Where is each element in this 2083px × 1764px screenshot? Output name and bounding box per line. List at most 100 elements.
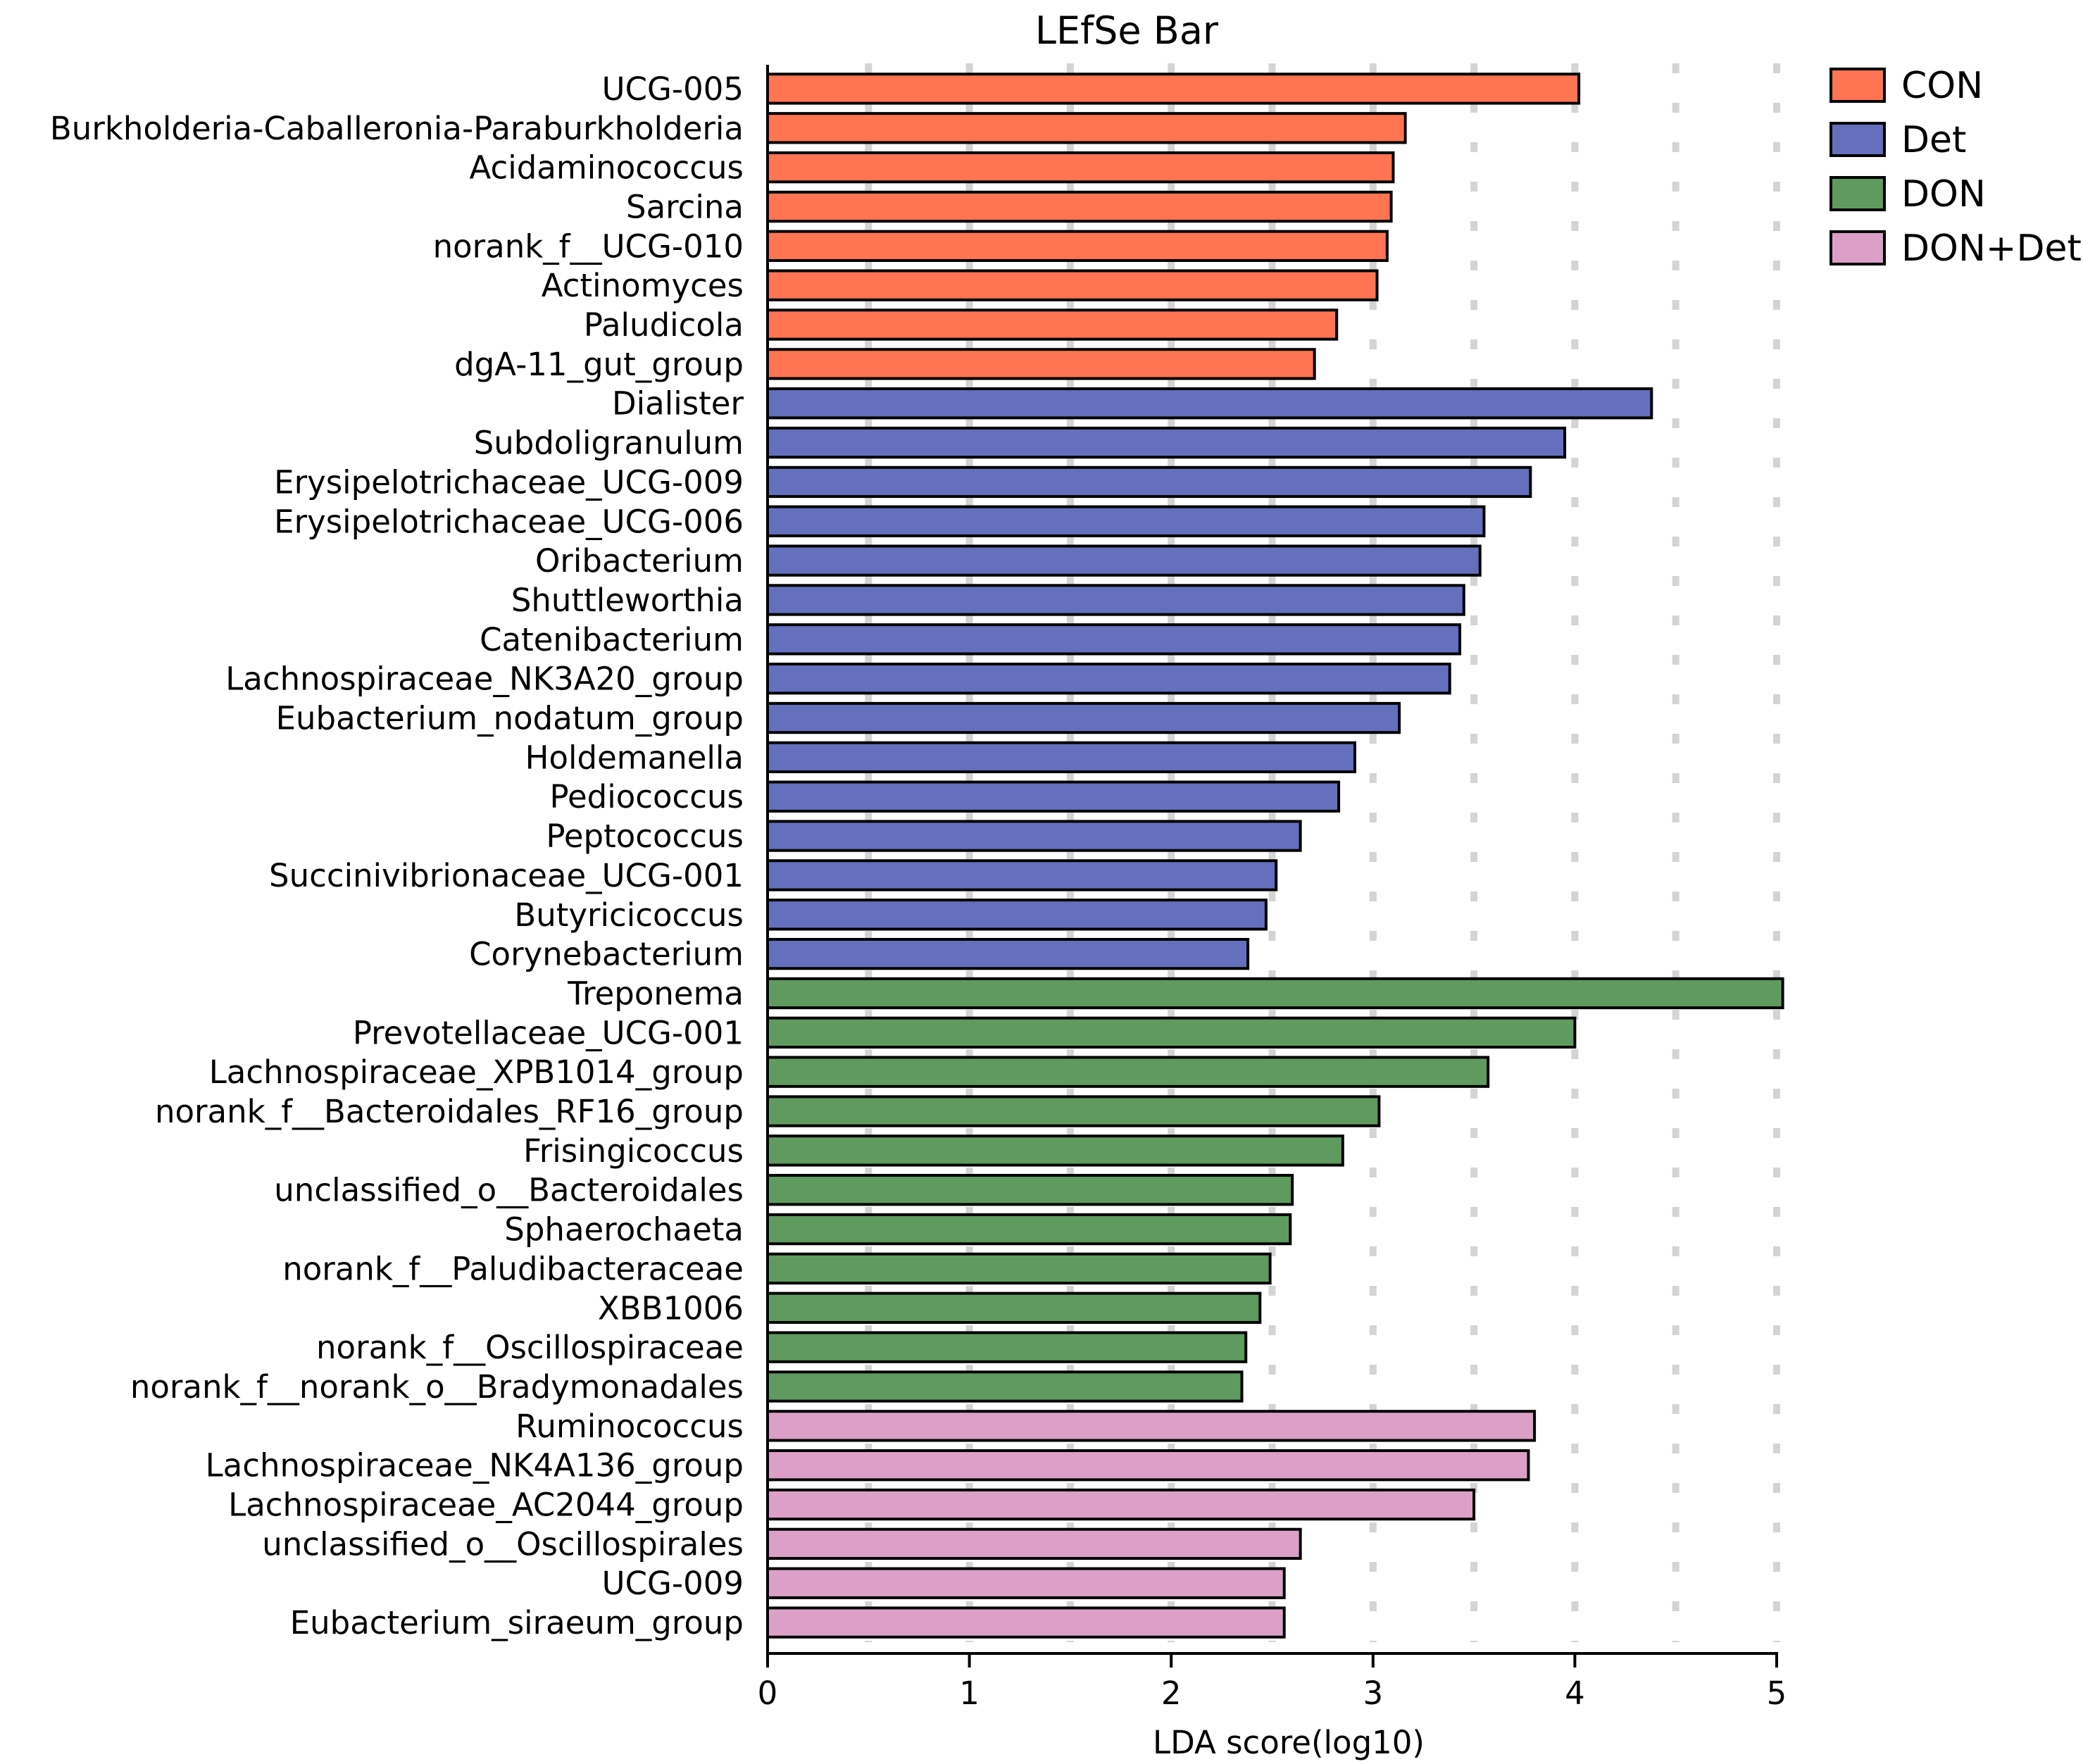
category-label: Acidaminococcus [470, 149, 744, 187]
x-tick-label: 2 [1161, 1675, 1182, 1712]
category-label: Paludicola [584, 306, 744, 344]
category-label: Holdemanella [525, 739, 744, 776]
bar [766, 387, 1653, 420]
x-axis-title: LDA score(log10) [1153, 1724, 1425, 1761]
bar [766, 820, 1302, 852]
bar [766, 1449, 1530, 1482]
bar [766, 426, 1567, 459]
category-label: Actinomyces [542, 267, 744, 304]
category-label: norank_f__Oscillospiraceae [316, 1329, 744, 1366]
category-label: Eubacterium_siraeum_group [290, 1604, 744, 1641]
category-label: norank_f__Bacteroidales_RF16_group [155, 1093, 744, 1130]
bar [766, 348, 1316, 380]
category-label: Corynebacterium [469, 936, 744, 973]
x-tick-label: 0 [758, 1675, 778, 1712]
bar [766, 1527, 1302, 1560]
category-label: Succinivibrionaceae_UCG-001 [269, 857, 744, 894]
category-label: Treponema [567, 975, 744, 1012]
x-tick-label: 5 [1767, 1675, 1787, 1712]
bar [766, 544, 1482, 577]
bar [766, 1134, 1344, 1167]
bar [766, 1016, 1577, 1049]
x-tick-label: 4 [1565, 1675, 1585, 1712]
bar [766, 780, 1341, 813]
category-label: Subdoligranulum [474, 425, 744, 462]
category-label: Butyricicoccus [514, 896, 744, 934]
bar [766, 584, 1465, 616]
category-label: Sarcina [626, 188, 744, 225]
bar [766, 269, 1379, 301]
chart-title: LEfSe Bar [1035, 8, 1219, 53]
bar [766, 112, 1407, 144]
category-label: Lachnospiraceae_XPB1014_group [209, 1053, 744, 1091]
x-axis-ticks: 0 1 2 3 4 5 [758, 1653, 1787, 1712]
bar [766, 977, 1784, 1010]
category-label: Erysipelotrichaceae_UCG-009 [274, 463, 744, 501]
bar [766, 859, 1278, 892]
x-tick-label: 1 [959, 1675, 980, 1712]
category-label: Lachnospiraceae_NK3A20_group [225, 661, 744, 698]
bar [766, 1488, 1476, 1521]
category-label: Sphaerochaeta [504, 1211, 744, 1249]
bar [766, 663, 1451, 695]
legend-label: DON [1901, 173, 1986, 215]
bar [766, 1252, 1272, 1285]
legend-swatch [1829, 68, 1886, 103]
bar [766, 701, 1401, 734]
bar [766, 899, 1268, 931]
legend-swatch [1829, 176, 1886, 211]
legend-label: DON+Det [1901, 227, 2082, 270]
category-label: Ruminococcus [515, 1408, 744, 1445]
bar [766, 1370, 1244, 1403]
bar [766, 505, 1486, 537]
category-label: Prevotellaceae_UCG-001 [353, 1014, 744, 1051]
bar [766, 190, 1393, 223]
bar [766, 1095, 1381, 1127]
bar [766, 623, 1462, 656]
category-label: XBB1006 [598, 1289, 744, 1327]
category-label: norank_f__Paludibacteraceae [282, 1250, 744, 1287]
x-tick-label: 3 [1363, 1675, 1383, 1712]
category-label: UCG-009 [602, 1565, 744, 1602]
category-label: Pediococcus [549, 778, 744, 815]
legend-swatch [1829, 230, 1886, 265]
bar [766, 230, 1389, 262]
bar [766, 1567, 1286, 1599]
category-label: Dialister [612, 385, 744, 423]
category-label: Catenibacterium [480, 621, 744, 658]
bar [766, 308, 1339, 341]
category-labels: UCG-005Burkholderia-Caballeronia-Parabur… [50, 70, 744, 1641]
category-label: unclassified_o__Bacteroidales [274, 1172, 744, 1209]
bar [766, 73, 1581, 105]
category-label: unclassified_o__Oscillospirales [262, 1525, 744, 1563]
legend-label: Det [1901, 119, 1966, 161]
legend-label: CON [1901, 65, 1983, 107]
bar [766, 1174, 1294, 1206]
category-label: Lachnospiraceae_AC2044_group [228, 1487, 744, 1524]
bar [766, 151, 1395, 184]
bar [766, 1291, 1262, 1324]
category-label: Lachnospiraceae_NK4A136_group [206, 1447, 744, 1484]
category-label: Eubacterium_nodatum_group [276, 700, 744, 737]
bar [766, 1213, 1292, 1246]
bar [766, 465, 1532, 499]
bar [766, 937, 1250, 970]
legend: CON Det DON DON+Det [1829, 65, 2082, 270]
bar [766, 1056, 1490, 1088]
category-label: dgA-11_gut_group [454, 346, 744, 383]
bar [766, 1606, 1286, 1639]
category-label: norank_f__UCG-010 [433, 227, 744, 265]
category-label: Shuttleworthia [511, 582, 744, 619]
category-label: Burkholderia-Caballeronia-Paraburkholder… [50, 110, 744, 147]
bar-layer [766, 73, 1784, 1639]
category-label: Peptococcus [546, 818, 744, 855]
category-label: norank_f__norank_o__Bradymonadales [130, 1368, 744, 1406]
category-label: Oribacterium [535, 542, 744, 580]
bar [766, 1331, 1248, 1363]
category-label: Erysipelotrichaceae_UCG-006 [274, 503, 744, 540]
grid-layer [865, 63, 1780, 1642]
bar [766, 1410, 1537, 1442]
legend-swatch [1829, 122, 1886, 157]
category-label: UCG-005 [602, 70, 744, 108]
